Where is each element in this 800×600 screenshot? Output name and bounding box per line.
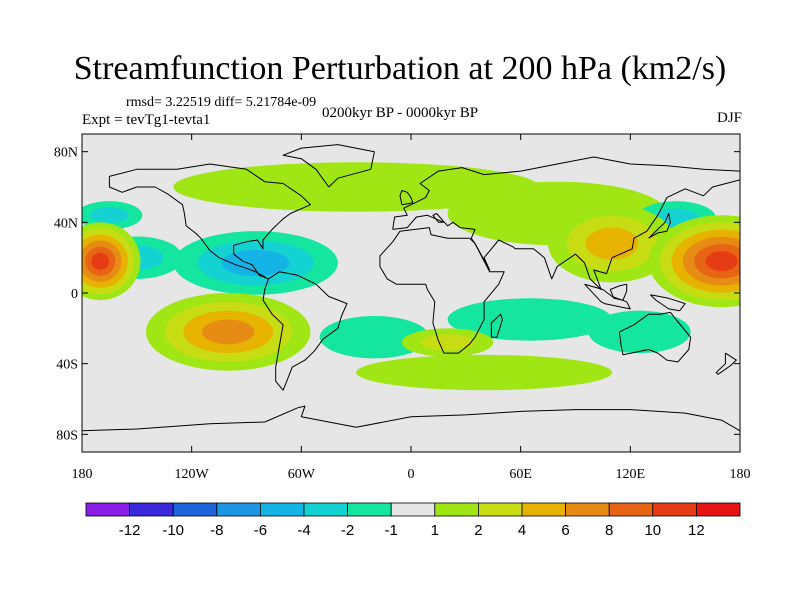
experiment-label: Expt = tevTg1-tevta1 <box>82 112 211 128</box>
coastline-new-zealand <box>715 352 737 375</box>
colorbar-label: -10 <box>162 522 184 539</box>
colorbar-label: -8 <box>210 522 223 539</box>
coastline-borneo <box>609 283 628 301</box>
colorbar-label: 6 <box>561 522 569 539</box>
colorbar-swatch <box>477 502 523 517</box>
colorbar-label: -2 <box>341 522 354 539</box>
x-tick-label: 60W <box>288 467 316 482</box>
contour-band-southern-ocean-band <box>356 354 613 391</box>
coastline-north-america <box>108 163 311 280</box>
coastline-indonesia <box>584 283 631 310</box>
colorbar-swatch <box>565 502 610 517</box>
y-axis: 80N 40N 0 40S 80S <box>54 146 740 443</box>
contour-band-south-atlantic-low <box>319 315 430 359</box>
colorbar-swatch <box>216 502 261 517</box>
contour-band-south-pacific-high <box>202 319 255 345</box>
colorbar-label: -4 <box>297 522 310 539</box>
contour-band-australia-low <box>588 310 691 354</box>
x-tick-label: 180 <box>72 467 93 482</box>
colorbar-label: 12 <box>688 522 705 539</box>
colorbar-swatch <box>434 502 479 517</box>
coastline-greenland <box>282 144 375 188</box>
coastline-australia <box>618 311 692 363</box>
x-tick-label: 180 <box>730 467 751 482</box>
contour-band-east-asia-high <box>585 227 639 260</box>
season-label: DJF <box>716 110 742 126</box>
y-tick-label: 80S <box>56 428 78 443</box>
coastline-africa <box>379 227 505 354</box>
colorbar-swatch <box>652 502 697 517</box>
y-tick-label: 80N <box>54 146 78 161</box>
colorbar-swatch <box>347 502 392 517</box>
coastline-layer <box>82 144 740 432</box>
colorbar-swatch <box>303 502 348 517</box>
period-label: 0200kyr BP - 0000kyr BP <box>322 105 479 121</box>
x-tick-label: 120E <box>616 467 646 482</box>
colorbar-label: -6 <box>254 522 267 539</box>
colorbar-swatch <box>259 502 305 517</box>
colorbar-label: 1 <box>431 522 439 539</box>
y-tick-label: 40S <box>56 358 78 373</box>
colorbar-swatch <box>696 502 741 517</box>
colorbar-swatch <box>521 502 566 517</box>
colorbar-swatch <box>129 502 174 517</box>
contour-band-south-africa-high <box>420 334 475 351</box>
contour-band-north-atlantic-band <box>173 162 539 212</box>
colorbar-label: -1 <box>385 522 398 539</box>
coastline-britain <box>399 190 414 206</box>
colorbar: -12 -10 -8 -6 -4 -2 -1 1 2 4 6 8 10 12 <box>85 502 741 539</box>
chart-title: Streamfunction Perturbation at 200 hPa (… <box>73 50 727 87</box>
coastline-eurasia <box>392 156 740 290</box>
colorbar-label: 8 <box>605 522 613 539</box>
coastline-new-guinea <box>650 294 686 312</box>
y-tick-label: 40N <box>54 216 78 231</box>
field-layer <box>82 162 740 391</box>
y-tick-label: 0 <box>71 287 78 302</box>
contour-band-caribbean-low <box>221 249 290 277</box>
contour-band-indian-ocean-low <box>447 298 613 341</box>
x-tick-label: 0 <box>408 467 415 482</box>
colorbar-label: 2 <box>474 522 482 539</box>
x-tick-label: 60E <box>509 467 532 482</box>
contour-band-north-pacific-high <box>91 252 110 270</box>
colorbar-label: 10 <box>644 522 661 539</box>
colorbar-swatch <box>172 502 218 517</box>
colorbar-swatch <box>608 502 654 517</box>
x-axis: 180 120W 60W 0 60E 120E 180 <box>72 134 751 482</box>
colorbar-swatch <box>390 502 436 517</box>
map-panel <box>81 133 741 453</box>
coastline-madagascar <box>490 313 503 338</box>
coastline-south-america <box>262 271 348 391</box>
coastline-japan <box>648 213 671 239</box>
contour-band-west-pacific-high <box>705 251 738 272</box>
rmsd-diff-stats: rmsd= 3.22519 diff= 5.21784e-09 <box>126 95 317 110</box>
colorbar-swatch <box>85 502 130 517</box>
coastline-antarctica <box>82 405 740 432</box>
colorbar-label: -12 <box>119 522 141 539</box>
colorbar-label: 4 <box>518 522 526 539</box>
contour-band-north-pacific-low <box>90 207 129 224</box>
x-tick-label: 120W <box>175 467 210 482</box>
